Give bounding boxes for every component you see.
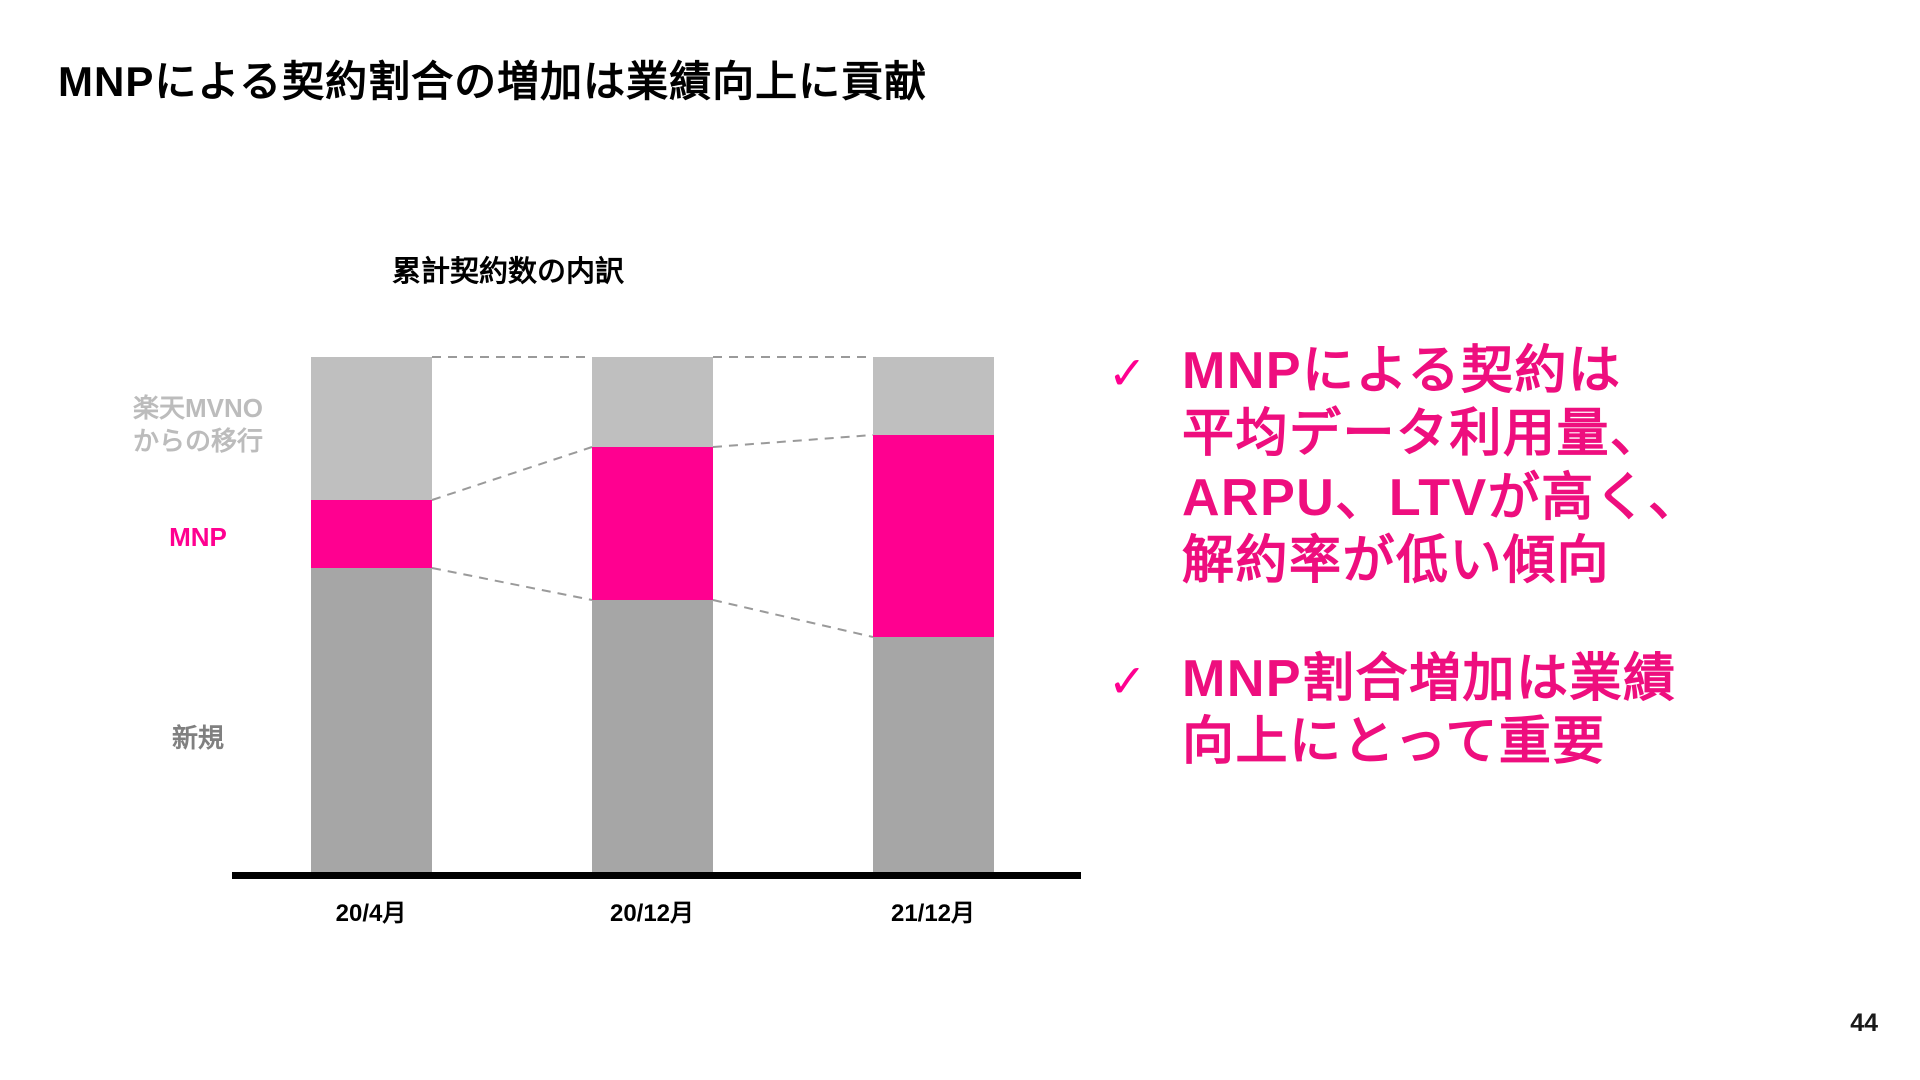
check-icon: ✓: [1108, 347, 1147, 399]
connector-mnp-bottom-2-3: [712, 599, 874, 638]
bar-segment-rakuten-mvno[interactable]: [592, 357, 713, 447]
list-item: ✓ MNP割合増加は業績 向上にとって重要: [1108, 648, 1920, 775]
x-tick-label-20-12: 20/12月: [609, 900, 695, 927]
list-item: ✓ MNPによる契約は 平均データ利用量、 ARPU、LTVが高く、 解約率が低…: [1108, 340, 1920, 594]
list-item-label: MNPによる契約は 平均データ利用量、 ARPU、LTVが高く、 解約率が低い傾…: [1182, 342, 1702, 591]
x-axis-line: [232, 872, 1081, 879]
x-tick-label-20-4: 20/4月: [335, 900, 407, 927]
page-number: 44: [1850, 1009, 1878, 1037]
connector-mnp-top-1-2: [431, 446, 593, 501]
series-label-mnp: MNP: [169, 522, 227, 552]
bar-20-4[interactable]: [311, 357, 432, 872]
bar-segment-rakuten-mvno[interactable]: [873, 357, 994, 435]
bar-20-12[interactable]: [592, 357, 713, 872]
bar-segment-mnp[interactable]: [592, 447, 713, 600]
check-icon: ✓: [1108, 654, 1147, 707]
list-item-label: MNP割合増加は業績 向上にとって重要: [1182, 649, 1677, 772]
connector-mnp-top-2-3: [712, 434, 874, 448]
bar-segment-new[interactable]: [311, 568, 432, 872]
chart-plot-area: 楽天MVNO からの移行 MNP 新規: [132, 356, 1081, 927]
bar-21-12[interactable]: [873, 357, 994, 872]
series-label-new-contracts: 新規: [171, 723, 224, 753]
connector-mnp-bottom-1-2: [431, 567, 593, 601]
bar-segment-mnp[interactable]: [873, 435, 994, 637]
x-tick-label-21-12: 21/12月: [890, 900, 976, 927]
key-points-list: ✓ MNPによる契約は 平均データ利用量、 ARPU、LTVが高く、 解約率が低…: [1108, 340, 1920, 829]
chart-title: 累計契約数の内訳: [391, 256, 625, 288]
bar-segment-new[interactable]: [873, 637, 994, 872]
bar-segment-mnp[interactable]: [311, 500, 432, 568]
bar-segment-new[interactable]: [592, 600, 713, 872]
chart-panel: 累計契約数の内訳 楽天MVNO からの移行 MNP 新規: [132, 256, 1081, 927]
series-label-rakuten-mvno: 楽天MVNO からの移行: [132, 393, 263, 457]
page-title: MNPによる契約割合の増加は業績向上に貢献: [58, 58, 928, 105]
bar-segment-rakuten-mvno[interactable]: [311, 357, 432, 500]
